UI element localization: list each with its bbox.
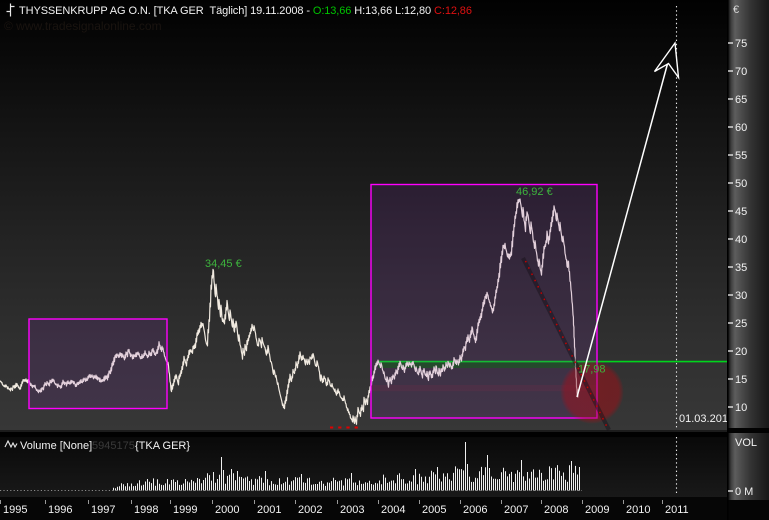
svg-text:01.03.2011: 01.03.2011 [679, 413, 733, 425]
svg-text:2008: 2008 [544, 504, 568, 516]
svg-text:30: 30 [735, 290, 747, 302]
svg-text:2010: 2010 [626, 504, 650, 516]
svg-text:1997: 1997 [91, 504, 115, 516]
svg-text:VOL: VOL [735, 437, 757, 449]
svg-text:60: 60 [735, 122, 747, 134]
svg-text:45: 45 [735, 206, 747, 218]
svg-text:© www.tradesignalonline.com: © www.tradesignalonline.com [4, 19, 162, 33]
svg-text:2006: 2006 [463, 504, 487, 516]
svg-text:{TKA GER}: {TKA GER} [135, 440, 190, 452]
svg-text:65: 65 [735, 94, 747, 106]
svg-text:46,92 €: 46,92 € [516, 186, 553, 198]
svg-text:70: 70 [735, 66, 747, 78]
svg-text:75: 75 [735, 38, 747, 50]
svg-text:34,45 €: 34,45 € [205, 258, 242, 270]
svg-text:2003: 2003 [340, 504, 364, 516]
svg-text:Volume [None]: Volume [None] [20, 440, 92, 452]
svg-text:20: 20 [735, 346, 747, 358]
svg-text:0 M: 0 M [735, 486, 753, 498]
svg-text:5945175: 5945175 [92, 440, 135, 452]
svg-text:1998: 1998 [134, 504, 158, 516]
svg-text:2007: 2007 [504, 504, 528, 516]
svg-text:17,98: 17,98 [578, 364, 606, 376]
svg-text:€: € [733, 4, 739, 16]
svg-text:2000: 2000 [215, 504, 239, 516]
svg-text:THYSSENKRUPP AG O.N. [TKA GER: THYSSENKRUPP AG O.N. [TKA GER Täglich] 1… [19, 5, 472, 17]
svg-text:10: 10 [735, 402, 747, 414]
svg-text:55: 55 [735, 150, 747, 162]
svg-text:25: 25 [735, 318, 747, 330]
svg-text:1995: 1995 [3, 504, 27, 516]
svg-text:2001: 2001 [257, 504, 281, 516]
svg-text:2004: 2004 [381, 504, 405, 516]
svg-text:2011: 2011 [665, 504, 689, 516]
svg-text:2009: 2009 [585, 504, 609, 516]
svg-text:15: 15 [735, 374, 747, 386]
svg-text:1999: 1999 [173, 504, 197, 516]
svg-text:1996: 1996 [48, 504, 72, 516]
svg-text:50: 50 [735, 178, 747, 190]
svg-text:40: 40 [735, 234, 747, 246]
svg-text:2005: 2005 [422, 504, 446, 516]
svg-text:2002: 2002 [298, 504, 322, 516]
svg-text:35: 35 [735, 262, 747, 274]
